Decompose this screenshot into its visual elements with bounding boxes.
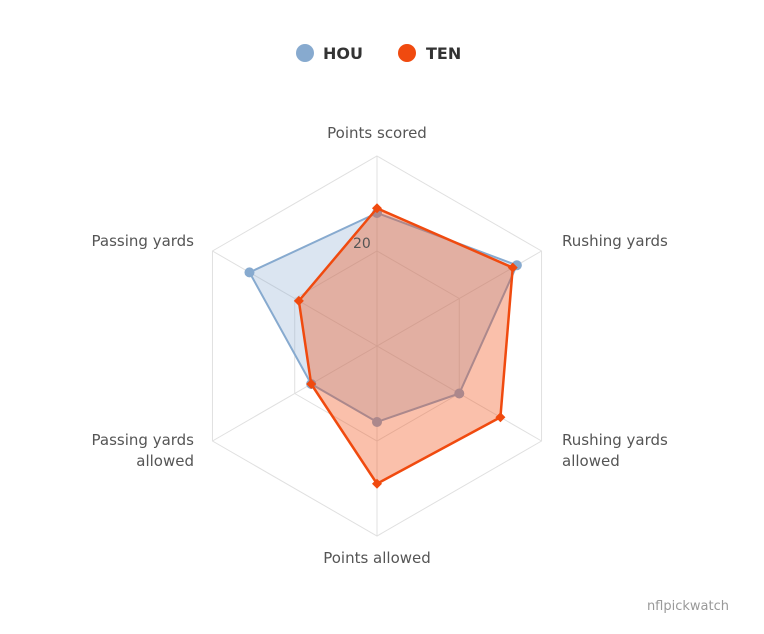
series-layer xyxy=(244,203,522,489)
data-point-hou-3[interactable] xyxy=(454,388,465,399)
axis-label-rushing-yards: Rushing yards xyxy=(562,232,668,250)
axis-label-points-allowed: Points allowed xyxy=(323,549,431,567)
grid-spoke-6 xyxy=(212,250,378,347)
data-point-ten-2[interactable] xyxy=(507,262,518,273)
legend-label-ten: TEN xyxy=(426,44,461,63)
data-point-ten-5[interactable] xyxy=(306,379,317,389)
legend-marker-ten xyxy=(398,44,416,62)
grid-spoke-5 xyxy=(212,345,378,442)
legend[interactable]: HOU TEN xyxy=(296,44,461,63)
axis-label-passing-yards-allowed-line1: Passing yards xyxy=(92,431,195,449)
data-point-ten-4[interactable] xyxy=(372,478,382,489)
axis-label-passing-yards-allowed-line2: allowed xyxy=(136,452,194,470)
legend-label-hou: HOU xyxy=(323,44,363,63)
data-point-ten-6[interactable] xyxy=(293,295,304,306)
data-point-ten-1[interactable] xyxy=(372,203,382,214)
legend-item-hou[interactable]: HOU xyxy=(296,44,363,63)
axis-label-passing-yards: Passing yards xyxy=(92,232,195,250)
data-point-hou-4[interactable] xyxy=(372,417,382,427)
series-ten[interactable] xyxy=(293,203,518,489)
data-point-ten-3[interactable] xyxy=(495,412,506,423)
axis-label-rushing-yards-allowed-line2: allowed xyxy=(562,452,620,470)
axis-label-points-scored: Points scored xyxy=(327,124,427,142)
legend-marker-hou xyxy=(296,44,314,62)
credit-label[interactable]: nflpickwatch xyxy=(647,599,729,614)
axis-label-rushing-yards-allowed-line1: Rushing yards xyxy=(562,431,668,449)
tick-label-20: 20 xyxy=(353,236,371,252)
data-point-hou-6[interactable] xyxy=(244,267,255,278)
legend-item-ten[interactable]: TEN xyxy=(398,44,461,63)
